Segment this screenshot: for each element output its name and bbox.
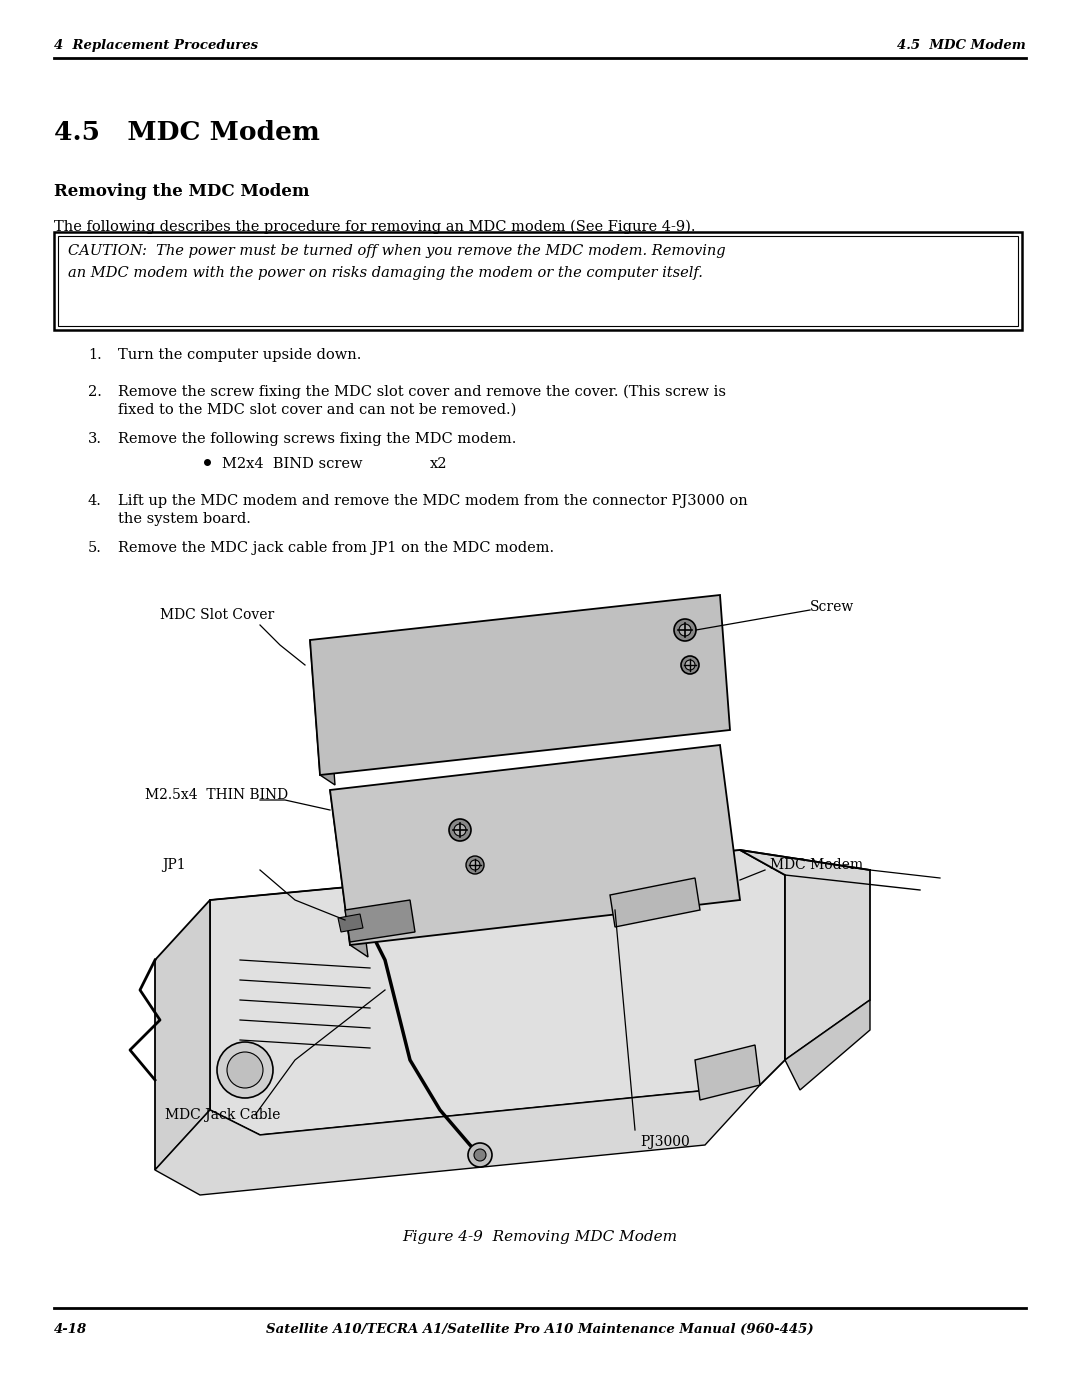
Text: 4-18: 4-18 <box>54 1323 87 1336</box>
FancyBboxPatch shape <box>58 236 1018 326</box>
Text: Figure 4-9  Removing MDC Modem: Figure 4-9 Removing MDC Modem <box>403 1229 677 1243</box>
Circle shape <box>227 1052 264 1088</box>
Text: Remove the MDC jack cable from JP1 on the MDC modem.: Remove the MDC jack cable from JP1 on th… <box>118 541 554 555</box>
Polygon shape <box>345 900 415 942</box>
Text: 5.: 5. <box>87 541 102 555</box>
Circle shape <box>449 819 471 841</box>
Text: 4.: 4. <box>87 495 102 509</box>
Text: Remove the screw fixing the MDC slot cover and remove the cover. (This screw is: Remove the screw fixing the MDC slot cov… <box>118 386 726 400</box>
Text: the system board.: the system board. <box>118 511 251 527</box>
Text: x2: x2 <box>430 457 447 471</box>
Text: an MDC modem with the power on risks damaging the modem or the computer itself.: an MDC modem with the power on risks dam… <box>68 265 703 279</box>
Text: MDC Modem: MDC Modem <box>770 858 863 872</box>
Polygon shape <box>696 1045 760 1099</box>
Text: CAUTION:  The power must be turned off when you remove the MDC modem. Removing: CAUTION: The power must be turned off wh… <box>68 244 726 258</box>
Text: Removing the MDC Modem: Removing the MDC Modem <box>54 183 310 200</box>
Polygon shape <box>330 745 740 944</box>
Text: 4  Replacement Procedures: 4 Replacement Procedures <box>54 39 258 52</box>
Text: Remove the following screws fixing the MDC modem.: Remove the following screws fixing the M… <box>118 432 516 446</box>
Polygon shape <box>210 849 785 1134</box>
Text: 1.: 1. <box>87 348 102 362</box>
Circle shape <box>470 861 480 870</box>
Polygon shape <box>610 877 700 928</box>
Text: 2.: 2. <box>87 386 102 400</box>
Polygon shape <box>338 914 363 932</box>
Text: M2.5x4  THIN BIND: M2.5x4 THIN BIND <box>145 788 288 802</box>
Circle shape <box>454 824 465 835</box>
FancyBboxPatch shape <box>54 232 1022 330</box>
Circle shape <box>674 619 696 641</box>
Polygon shape <box>156 900 210 1171</box>
Text: fixed to the MDC slot cover and can not be removed.): fixed to the MDC slot cover and can not … <box>118 402 516 416</box>
Text: Screw: Screw <box>810 599 854 615</box>
Polygon shape <box>740 849 870 1060</box>
Text: Turn the computer upside down.: Turn the computer upside down. <box>118 348 362 362</box>
Polygon shape <box>330 789 368 957</box>
Text: JP1: JP1 <box>162 858 186 872</box>
Polygon shape <box>785 1000 870 1090</box>
Circle shape <box>468 1143 492 1166</box>
Text: 3.: 3. <box>87 432 102 446</box>
Circle shape <box>679 624 691 636</box>
Circle shape <box>681 657 699 673</box>
Text: PJ3000: PJ3000 <box>640 1134 690 1148</box>
Circle shape <box>685 659 696 671</box>
Text: 4.5  MDC Modem: 4.5 MDC Modem <box>897 39 1026 52</box>
Polygon shape <box>310 595 730 775</box>
Polygon shape <box>156 1085 760 1194</box>
Polygon shape <box>310 640 335 785</box>
Text: Satellite A10/TECRA A1/Satellite Pro A10 Maintenance Manual (960-445): Satellite A10/TECRA A1/Satellite Pro A10… <box>266 1323 814 1336</box>
Text: Lift up the MDC modem and remove the MDC modem from the connector PJ3000 on: Lift up the MDC modem and remove the MDC… <box>118 495 747 509</box>
Text: M2x4  BIND screw: M2x4 BIND screw <box>222 457 363 471</box>
Text: MDC Slot Cover: MDC Slot Cover <box>160 608 274 622</box>
Text: 4.5   MDC Modem: 4.5 MDC Modem <box>54 120 320 145</box>
Circle shape <box>217 1042 273 1098</box>
Text: MDC Jack Cable: MDC Jack Cable <box>165 1108 281 1122</box>
Text: The following describes the procedure for removing an MDC modem (See Figure 4-9): The following describes the procedure fo… <box>54 219 696 235</box>
Circle shape <box>465 856 484 875</box>
Circle shape <box>474 1148 486 1161</box>
